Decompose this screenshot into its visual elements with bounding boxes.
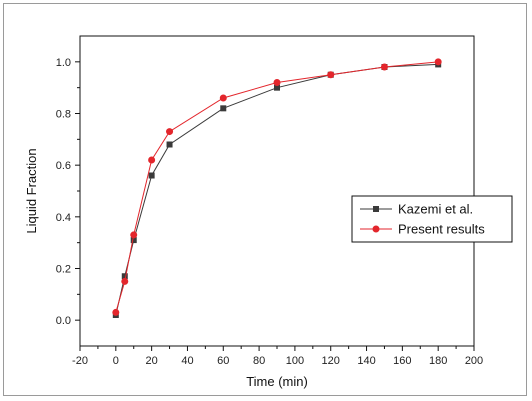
- x-tick-label: 0: [113, 355, 119, 367]
- x-tick-label: 20: [146, 355, 158, 367]
- x-tick-label: -20: [72, 355, 88, 367]
- data-point-circle: [112, 308, 120, 316]
- data-point-circle: [219, 94, 227, 102]
- x-tick-label: 120: [322, 355, 340, 367]
- data-point-square: [130, 237, 137, 244]
- x-tick-label: 160: [393, 355, 411, 367]
- data-point-circle: [121, 277, 129, 285]
- y-tick-label: 0.4: [56, 212, 71, 224]
- legend-marker-square: [373, 206, 379, 212]
- x-tick-label: 60: [217, 355, 229, 367]
- series-layer: [112, 58, 442, 318]
- legend: Kazemi et al. Present results: [351, 195, 513, 243]
- legend-entry-label: Kazemi et al.: [398, 202, 473, 217]
- series-present-results: [112, 58, 442, 316]
- axes: -20 0 20 40 60 80 100 120 140 160 180 200 0.0 0.2 0.4 0…: [56, 35, 483, 367]
- series-line-kazemi-et-al: [115, 63, 439, 316]
- y-axis-title: Liquid Fraction: [24, 148, 39, 233]
- y-tick-label: 1.0: [56, 57, 71, 69]
- y-tick-label: 0.8: [56, 109, 71, 121]
- data-point-circle: [130, 231, 138, 239]
- series-line-present-results: [115, 61, 439, 313]
- x-tick-label: 180: [429, 355, 447, 367]
- data-point-square: [121, 273, 128, 280]
- legend-entry-label: Present results: [398, 222, 485, 237]
- y-tick-label: 0.2: [56, 264, 71, 276]
- y-tick-label: 0.6: [56, 160, 71, 172]
- data-point-square: [220, 105, 227, 112]
- x-tick-label: 200: [465, 355, 483, 367]
- y-tick-label: 0.0: [56, 315, 71, 327]
- data-point-circle: [273, 79, 281, 86]
- legend-marker-circle: [372, 225, 380, 233]
- data-point-square: [274, 84, 280, 91]
- data-point-circle: [434, 58, 442, 66]
- legend-box: [351, 195, 513, 243]
- data-point-circle: [166, 128, 174, 136]
- x-tick-label: 140: [357, 355, 375, 367]
- data-point-square: [148, 172, 155, 179]
- data-point-circle: [148, 156, 156, 164]
- data-point-circle: [380, 63, 388, 71]
- x-tick-label: 80: [253, 355, 265, 367]
- x-axis-title: Time (min): [246, 374, 308, 389]
- x-tick-label: 100: [286, 355, 304, 367]
- data-point-square: [166, 141, 173, 148]
- x-tick-label: 40: [181, 355, 193, 367]
- series-kazemi-et-al: [112, 61, 442, 318]
- data-point-circle: [327, 71, 335, 79]
